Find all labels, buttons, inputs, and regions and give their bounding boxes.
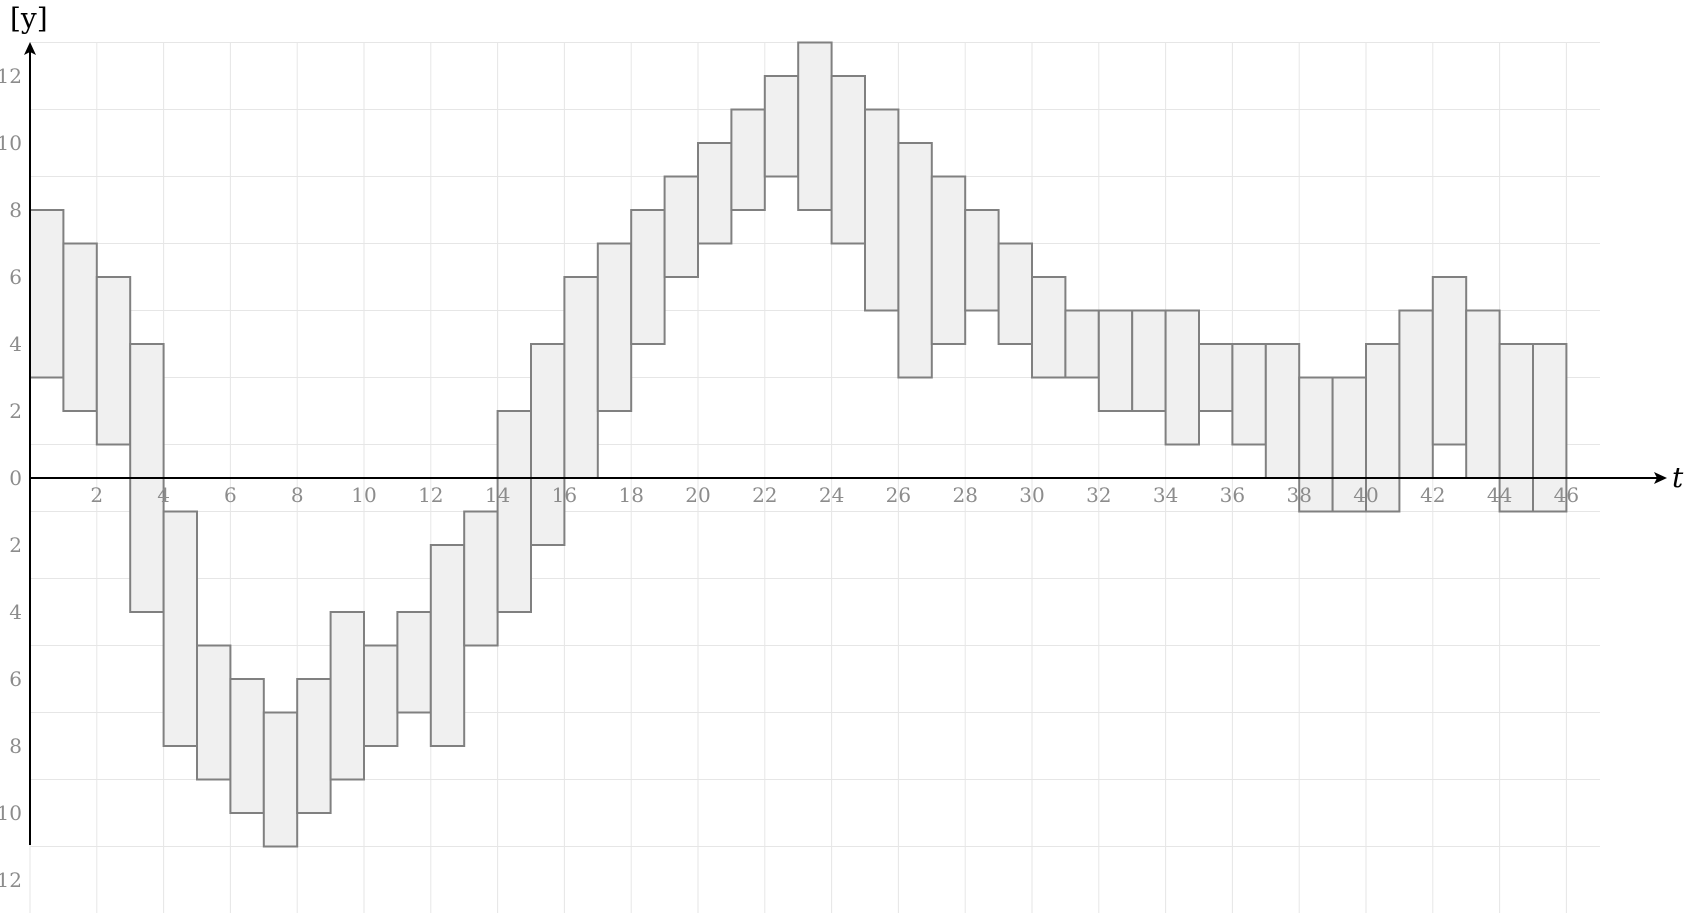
x-tick-label: 32 <box>1086 483 1111 507</box>
x-tick-label: 6 <box>224 483 237 507</box>
y-tick-label: 4 <box>9 600 22 624</box>
range-bar <box>95 276 132 446</box>
x-tick-label: 16 <box>552 483 577 507</box>
y-tick-label: 10 <box>0 801 22 825</box>
axes <box>24 42 1667 845</box>
y-tick-label: 8 <box>9 198 22 222</box>
range-bar <box>162 510 199 747</box>
x-tick-label: 4 <box>157 483 170 507</box>
range-bar <box>196 644 232 781</box>
x-axis-label: t <box>1672 461 1684 494</box>
range-bar <box>830 75 866 245</box>
range-bar <box>1365 343 1401 513</box>
range-bar <box>62 242 98 412</box>
range-bar <box>930 175 967 345</box>
range-bar <box>864 108 900 312</box>
x-tick-label: 18 <box>618 483 643 507</box>
x-tick-label: 20 <box>685 483 710 507</box>
x-tick-label: 26 <box>886 483 911 507</box>
x-tick-label: 14 <box>485 483 510 507</box>
x-tick-label: 38 <box>1286 483 1311 507</box>
range-bar <box>596 242 633 412</box>
y-tick-label: 0 <box>9 466 22 490</box>
range-bar <box>530 343 566 546</box>
range-bar <box>496 410 533 613</box>
x-axis-arrowhead <box>1654 472 1667 484</box>
range-bar <box>1331 376 1367 513</box>
range-bar <box>29 209 65 379</box>
range-bar <box>1198 343 1234 412</box>
range-bar <box>296 678 332 814</box>
range-bar <box>563 276 599 479</box>
x-tick-label: 28 <box>952 483 977 507</box>
x-tick-label: 40 <box>1353 483 1378 507</box>
range-bar <box>1131 309 1167 412</box>
y-tick-label: 12 <box>0 64 22 88</box>
range-bar <box>262 711 299 848</box>
x-tick-label: 12 <box>418 483 443 507</box>
range-bar <box>663 175 699 278</box>
y-tick-label: 10 <box>0 131 22 155</box>
x-tick-label: 2 <box>90 483 103 507</box>
range-bar <box>1064 309 1100 379</box>
range-bar <box>1264 343 1301 479</box>
y-tick-label: 6 <box>9 265 22 289</box>
y-axis-label: [y] <box>10 2 48 35</box>
bars <box>29 41 1568 848</box>
x-tick-label: 42 <box>1420 483 1445 507</box>
range-bar <box>429 544 466 747</box>
range-bar <box>329 611 366 781</box>
range-bar <box>797 41 833 211</box>
range-bar <box>964 209 1000 312</box>
y-tick-label: 4 <box>9 332 22 356</box>
range-bar <box>463 510 499 647</box>
range-bar <box>396 611 432 714</box>
range-bar <box>1097 309 1134 412</box>
x-tick-label: 46 <box>1554 483 1579 507</box>
range-bar <box>997 242 1033 345</box>
range-bar <box>1498 343 1534 513</box>
range-bar <box>897 142 933 379</box>
x-tick-label: 22 <box>752 483 777 507</box>
x-tick-label: 10 <box>351 483 376 507</box>
x-tick-label: 30 <box>1019 483 1044 507</box>
range-bar <box>1465 309 1501 479</box>
y-tick-label: 6 <box>9 667 22 691</box>
y-tick-label: 12 <box>0 868 22 892</box>
range-bar <box>730 108 766 211</box>
x-tick-label: 34 <box>1153 483 1178 507</box>
range-bar <box>763 75 800 178</box>
range-bar <box>363 644 399 747</box>
y-tick-label: 8 <box>9 734 22 758</box>
tick-labels: 2 4 6 8 10 12 14 16 18 20 22 24 26 28 30 32 34 36 38 40 42 44… <box>0 64 1579 892</box>
range-bar <box>1164 309 1200 446</box>
y-tick-label: 2 <box>9 399 22 423</box>
range-bar <box>1031 276 1067 379</box>
range-bar <box>1431 276 1468 446</box>
x-tick-label: 24 <box>819 483 844 507</box>
x-tick-label: 44 <box>1487 483 1512 507</box>
x-tick-label: 36 <box>1220 483 1245 507</box>
range-bar <box>229 678 265 814</box>
y-axis-arrowhead <box>24 42 36 55</box>
y-tick-label: 2 <box>9 533 22 557</box>
range-bar <box>697 142 733 245</box>
range-bar <box>1231 343 1267 446</box>
range-bar <box>1398 309 1434 479</box>
range-bar <box>630 209 666 345</box>
range-bar <box>1532 343 1568 513</box>
x-tick-label: 8 <box>291 483 304 507</box>
